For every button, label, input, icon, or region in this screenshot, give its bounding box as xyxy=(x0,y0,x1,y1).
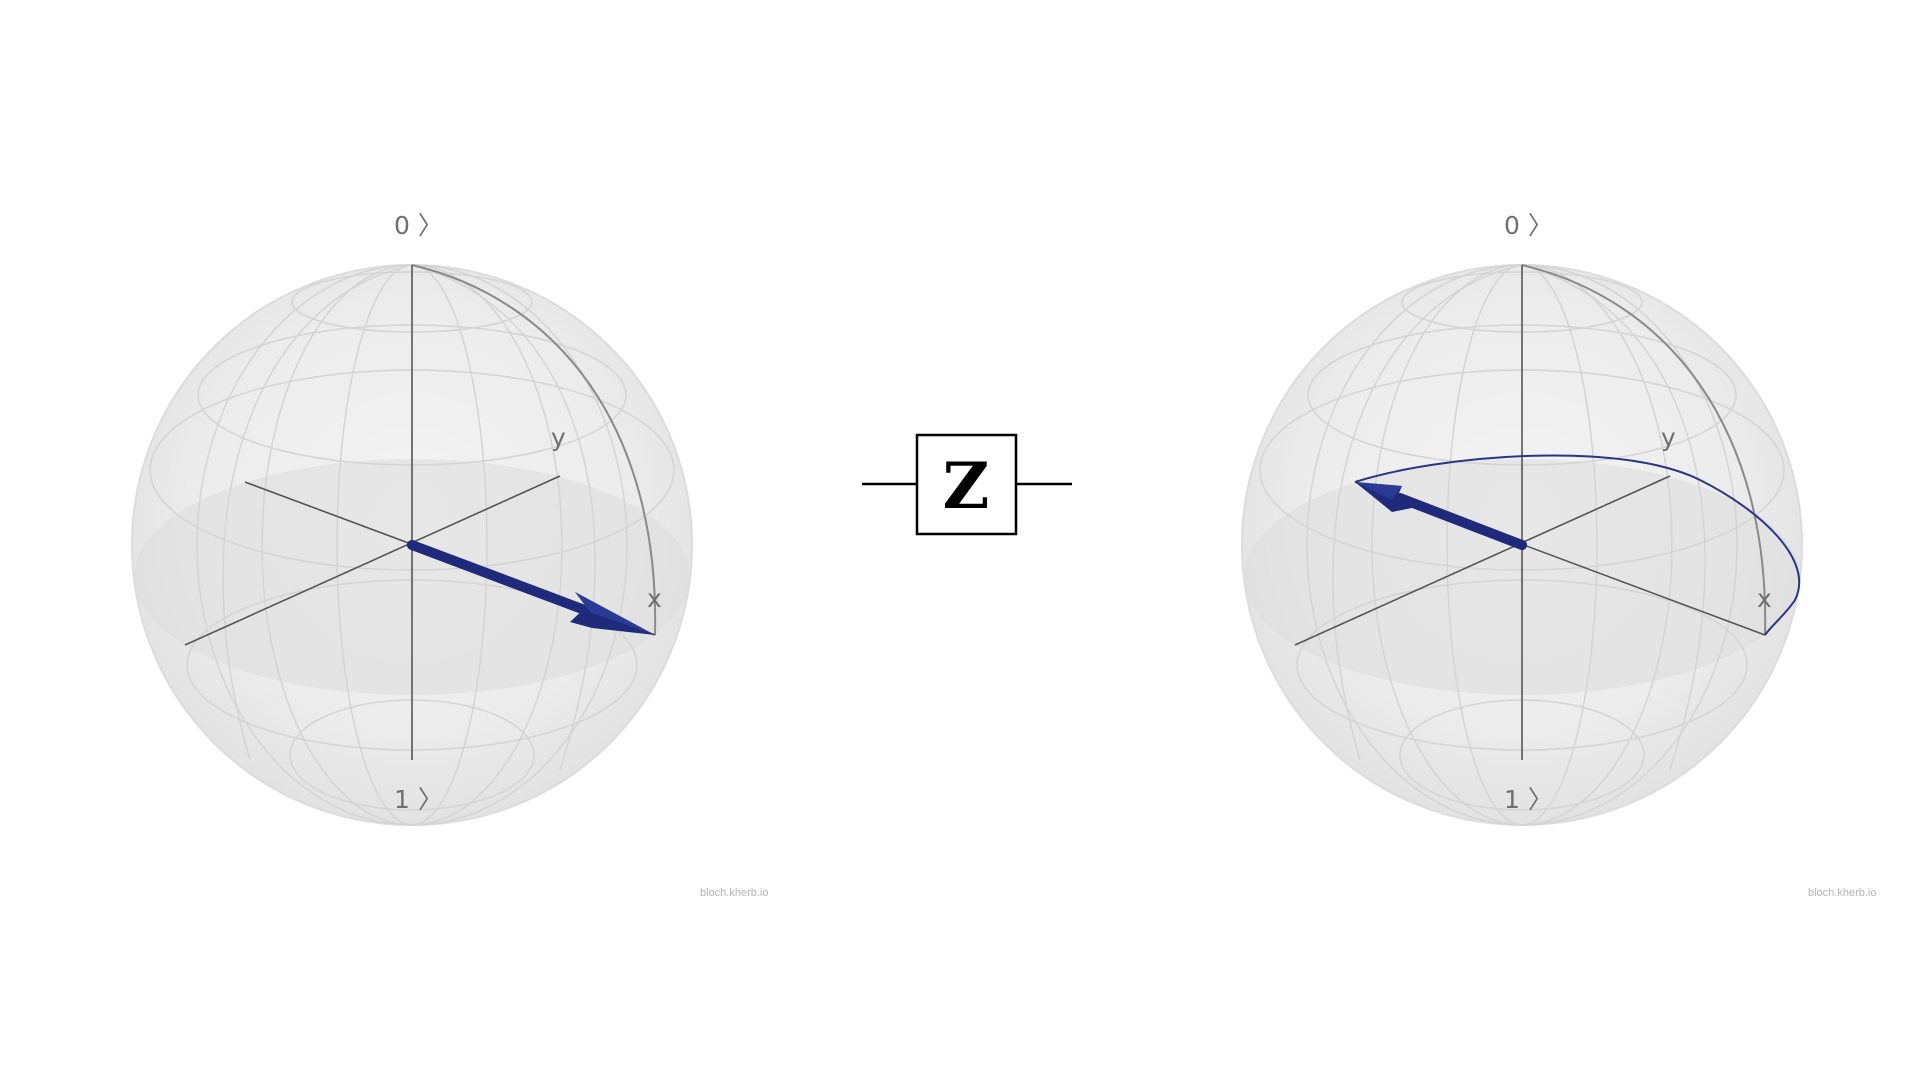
bloch-sphere-after: 0 〉 1 〉 x y bloch.kherb.io xyxy=(1241,211,1877,899)
label-x-axis: x xyxy=(1757,584,1772,613)
xz-meridian xyxy=(411,264,657,636)
xz-meridian xyxy=(1521,264,1767,636)
label-y-axis: y xyxy=(551,423,566,452)
y-axis xyxy=(184,475,561,646)
label-ket-zero: 0 〉 xyxy=(394,211,443,240)
state-vector-arrow xyxy=(1355,482,1527,550)
watermark-text: bloch.kherb.io xyxy=(1808,887,1877,899)
label-ket-one: 1 〉 xyxy=(1504,785,1553,814)
y-axis xyxy=(1294,475,1671,646)
bloch-sphere-before: 0 〉 1 〉 x y bloch.kherb.io xyxy=(131,211,769,899)
gate-box xyxy=(915,433,1018,536)
z-gate: Z xyxy=(862,433,1072,536)
label-x-axis: x xyxy=(647,584,662,613)
label-ket-one: 1 〉 xyxy=(394,785,443,814)
gate-label: Z xyxy=(943,449,990,524)
label-y-axis: y xyxy=(1661,423,1676,452)
rotation-path xyxy=(1354,454,1801,636)
label-ket-zero: 0 〉 xyxy=(1504,211,1553,240)
watermark-text: bloch.kherb.io xyxy=(700,887,769,899)
state-vector-arrow xyxy=(407,540,655,635)
